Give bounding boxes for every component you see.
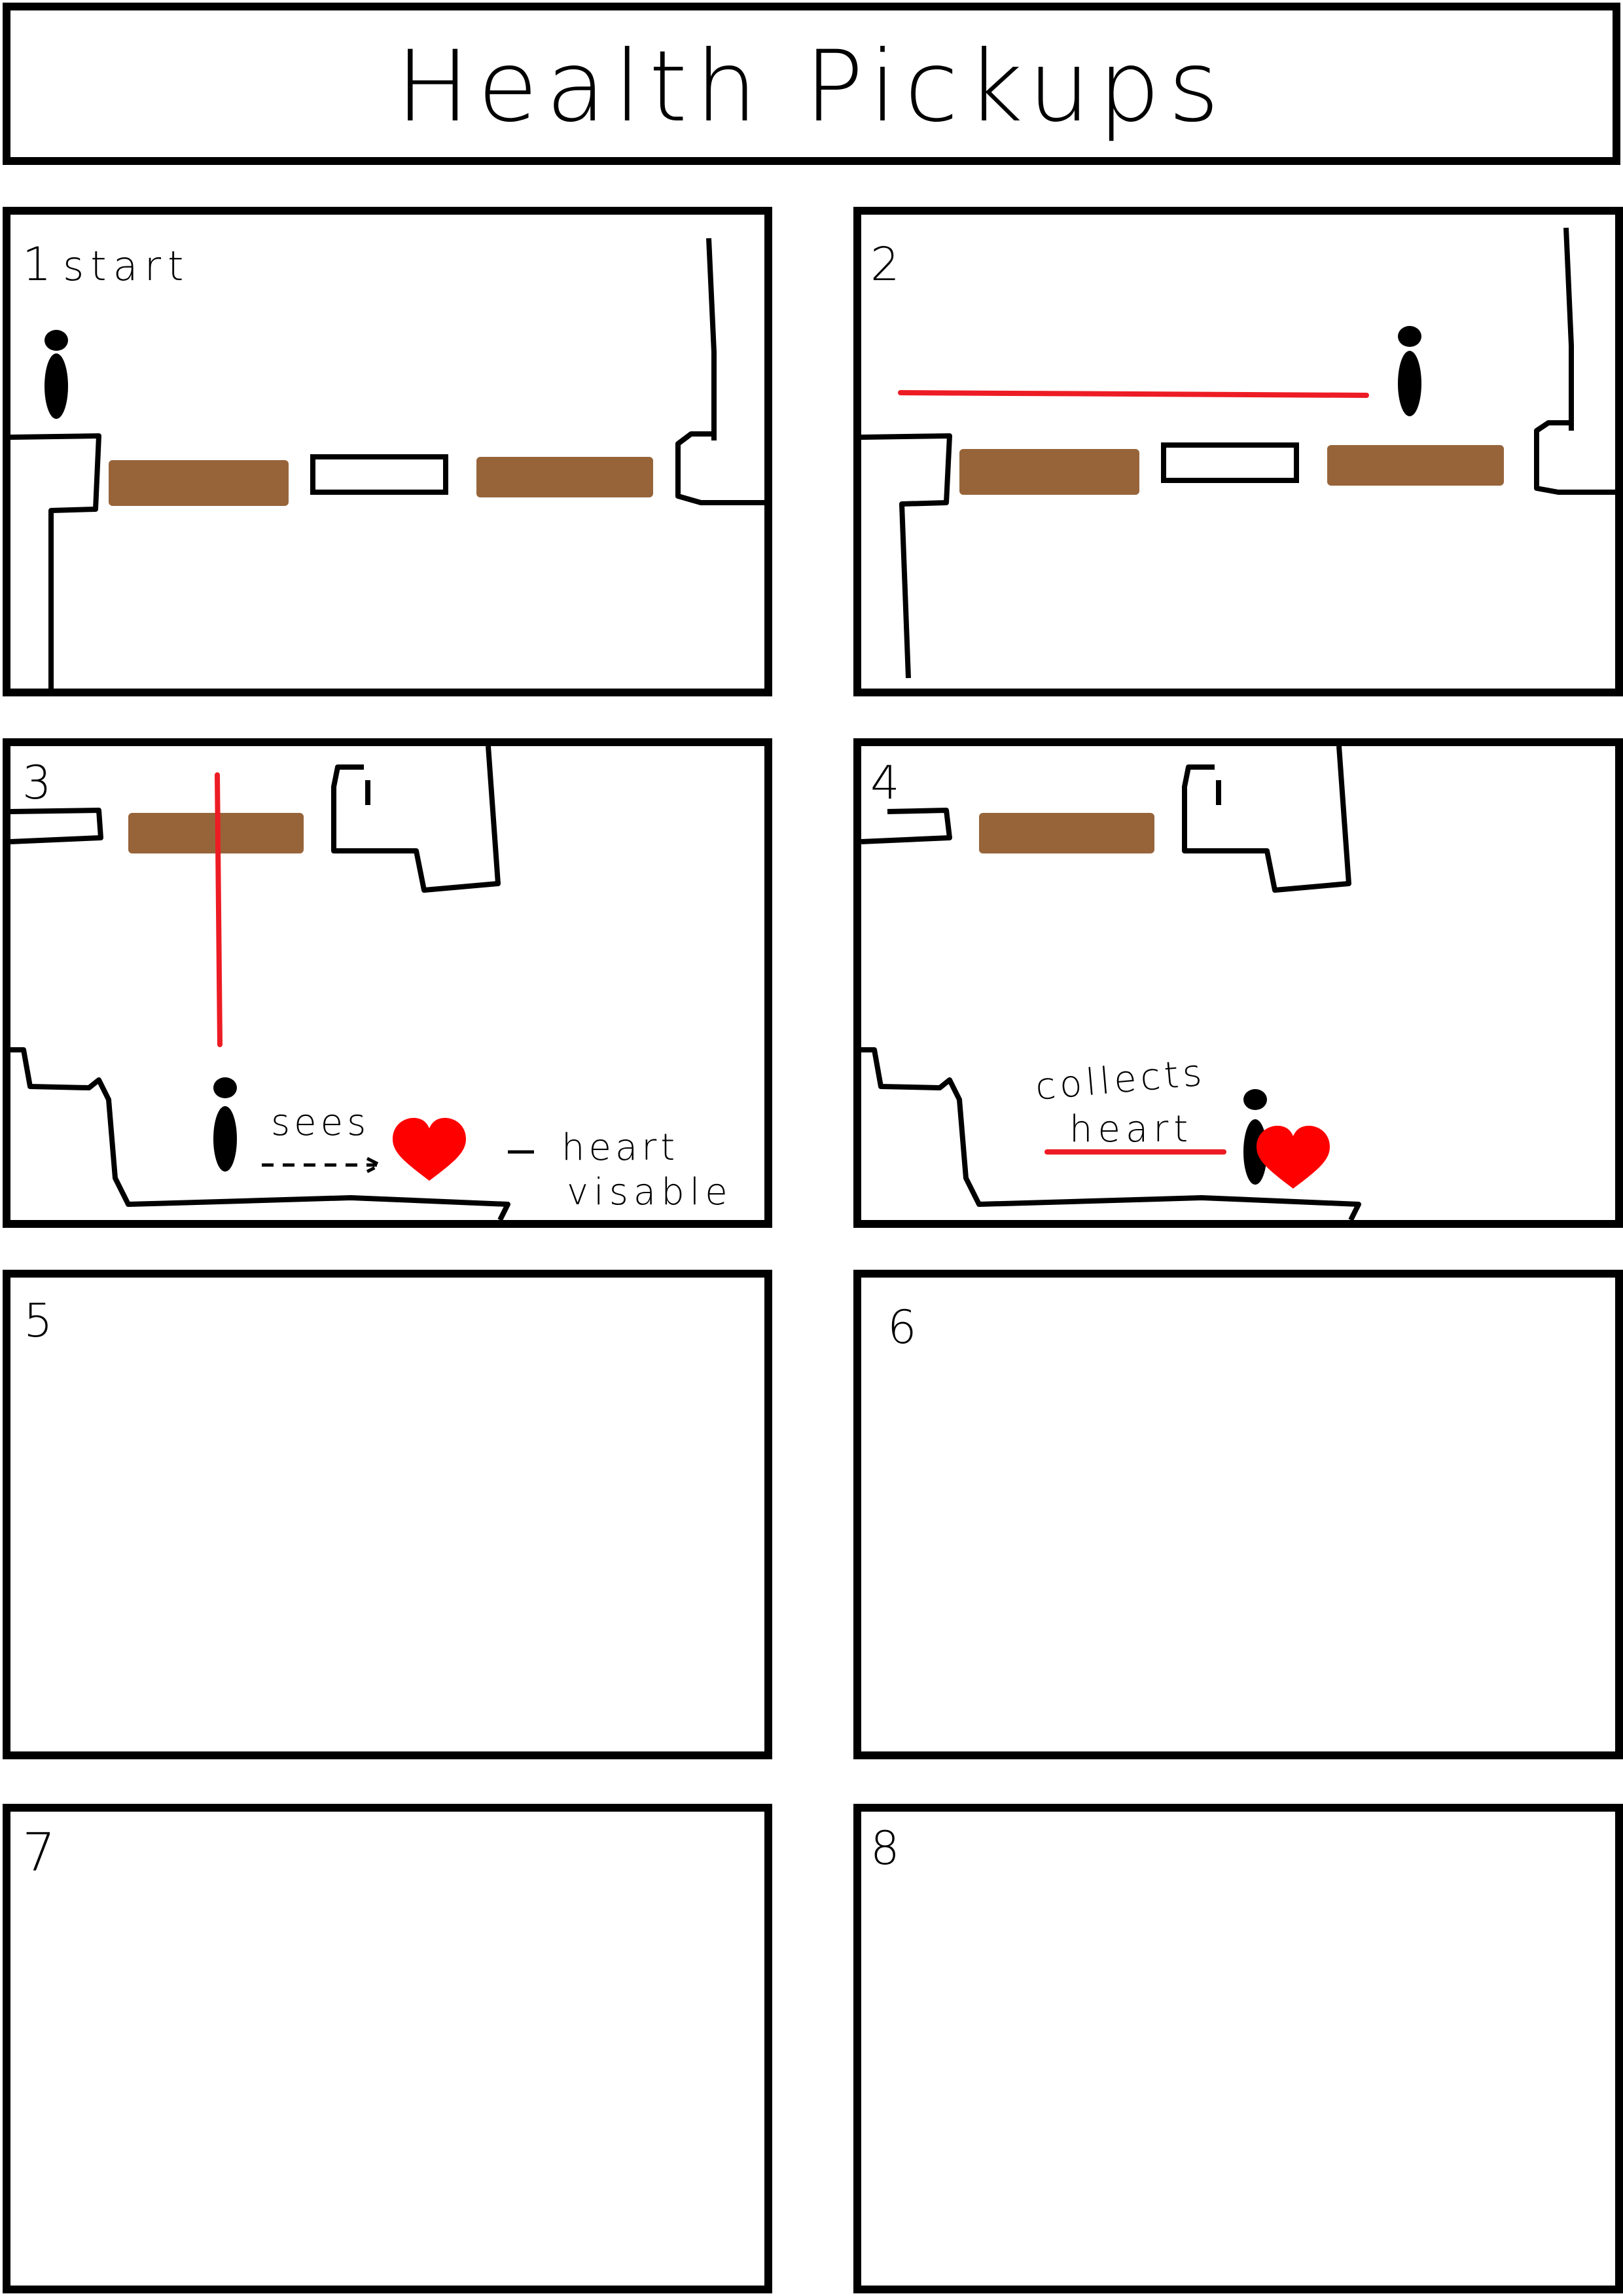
panel-8: 8	[853, 1804, 1623, 2293]
panel-8-scene: 8	[870, 1821, 900, 1875]
panel-6: 6	[853, 1270, 1623, 1759]
panel-6-scene: 6	[887, 1300, 917, 1354]
sees-note: sees	[271, 1102, 370, 1144]
character-icon	[45, 330, 68, 419]
panel-5-scene: 5	[24, 1294, 53, 1348]
character-icon	[213, 1077, 237, 1172]
title-box: Health Pickups	[3, 3, 1620, 165]
ground-platform	[109, 460, 289, 506]
panel-2: 2	[853, 207, 1623, 696]
ground-platform	[1327, 445, 1504, 486]
panel-number: 1	[22, 238, 52, 291]
panel-7-scene: 7	[22, 1822, 56, 1883]
empty-platform	[1161, 442, 1299, 483]
panel-3: 3 sees heart visable	[3, 738, 772, 1228]
ground-platform	[476, 457, 653, 497]
movement-trail	[898, 390, 1369, 398]
panel-number: 6	[887, 1300, 917, 1354]
panel-1-scene: 1 start	[10, 238, 770, 689]
heart-icon	[1257, 1126, 1330, 1189]
panel-2-scene: 2	[861, 227, 1620, 679]
collects-note: collects	[1034, 1051, 1207, 1108]
character-icon	[1398, 326, 1421, 416]
panel-number: 5	[24, 1294, 53, 1348]
panel-number: 2	[870, 238, 900, 291]
panel-3-scene: 3 sees heart visable	[10, 745, 733, 1221]
collects-note: heart	[1069, 1108, 1193, 1151]
sight-arrow	[262, 1157, 384, 1174]
empty-platform	[310, 454, 448, 495]
heart-note: heart	[562, 1126, 679, 1169]
panel-number: 4	[870, 756, 900, 810]
ground-platform	[979, 813, 1154, 853]
panel-1: 1 start	[3, 207, 772, 696]
panel-caption: start	[63, 242, 190, 290]
ground-platform	[959, 449, 1139, 495]
panel-number: 8	[870, 1821, 900, 1875]
movement-trail	[215, 772, 223, 1047]
panel-number: 7	[22, 1822, 56, 1883]
heart-note: visable	[567, 1171, 733, 1213]
panel-7: 7	[3, 1804, 772, 2293]
panel-number: 3	[22, 756, 52, 810]
panel-4-scene: 4 collects heart	[861, 745, 1361, 1221]
page-title: Health Pickups	[395, 30, 1228, 144]
panel-5: 5	[3, 1270, 772, 1759]
panel-4: 4 collects heart	[853, 738, 1623, 1228]
heart-icon	[393, 1118, 466, 1181]
